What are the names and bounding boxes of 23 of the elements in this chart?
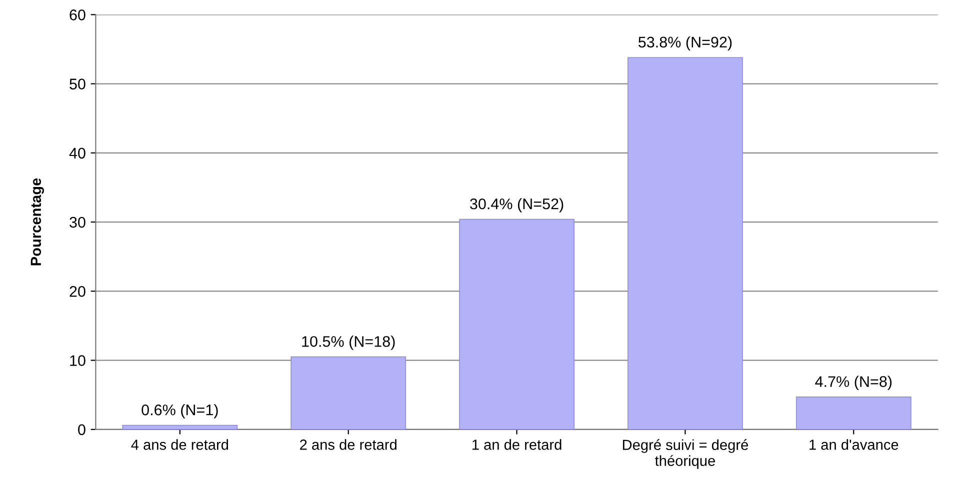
bar	[796, 396, 912, 430]
data-label: 53.8% (N=92)	[638, 36, 732, 51]
bar	[459, 218, 574, 430]
y-tick-label: 30	[70, 216, 86, 228]
x-tick-label: Degré suivi = degré théorique	[622, 439, 748, 469]
x-tick-label: 1 an d'avance	[810, 439, 898, 450]
bar	[122, 424, 238, 430]
x-tick-label: 1 an de retard	[472, 439, 562, 450]
x-tick-label: 2 ans de retard	[300, 439, 396, 450]
y-tick-label: 20	[70, 286, 86, 297]
bar	[290, 356, 406, 430]
y-axis-title: Pourcentage	[30, 178, 44, 266]
data-label: 10.5% (N=18)	[302, 336, 395, 350]
y-tick-label: 60	[70, 10, 86, 20]
y-tick-label: 10	[70, 355, 86, 366]
data-label: 30.4% (N=52)	[470, 198, 564, 212]
y-tick-label: 0	[78, 424, 86, 436]
data-label: 0.6% (N=1)	[142, 404, 218, 418]
y-tick-label: 50	[70, 78, 86, 90]
y-tick-label: 40	[69, 148, 86, 159]
bar	[628, 57, 743, 430]
data-label: 4.7% (N=8)	[815, 376, 892, 390]
x-tick-label: 4 ans de retard	[131, 439, 228, 450]
